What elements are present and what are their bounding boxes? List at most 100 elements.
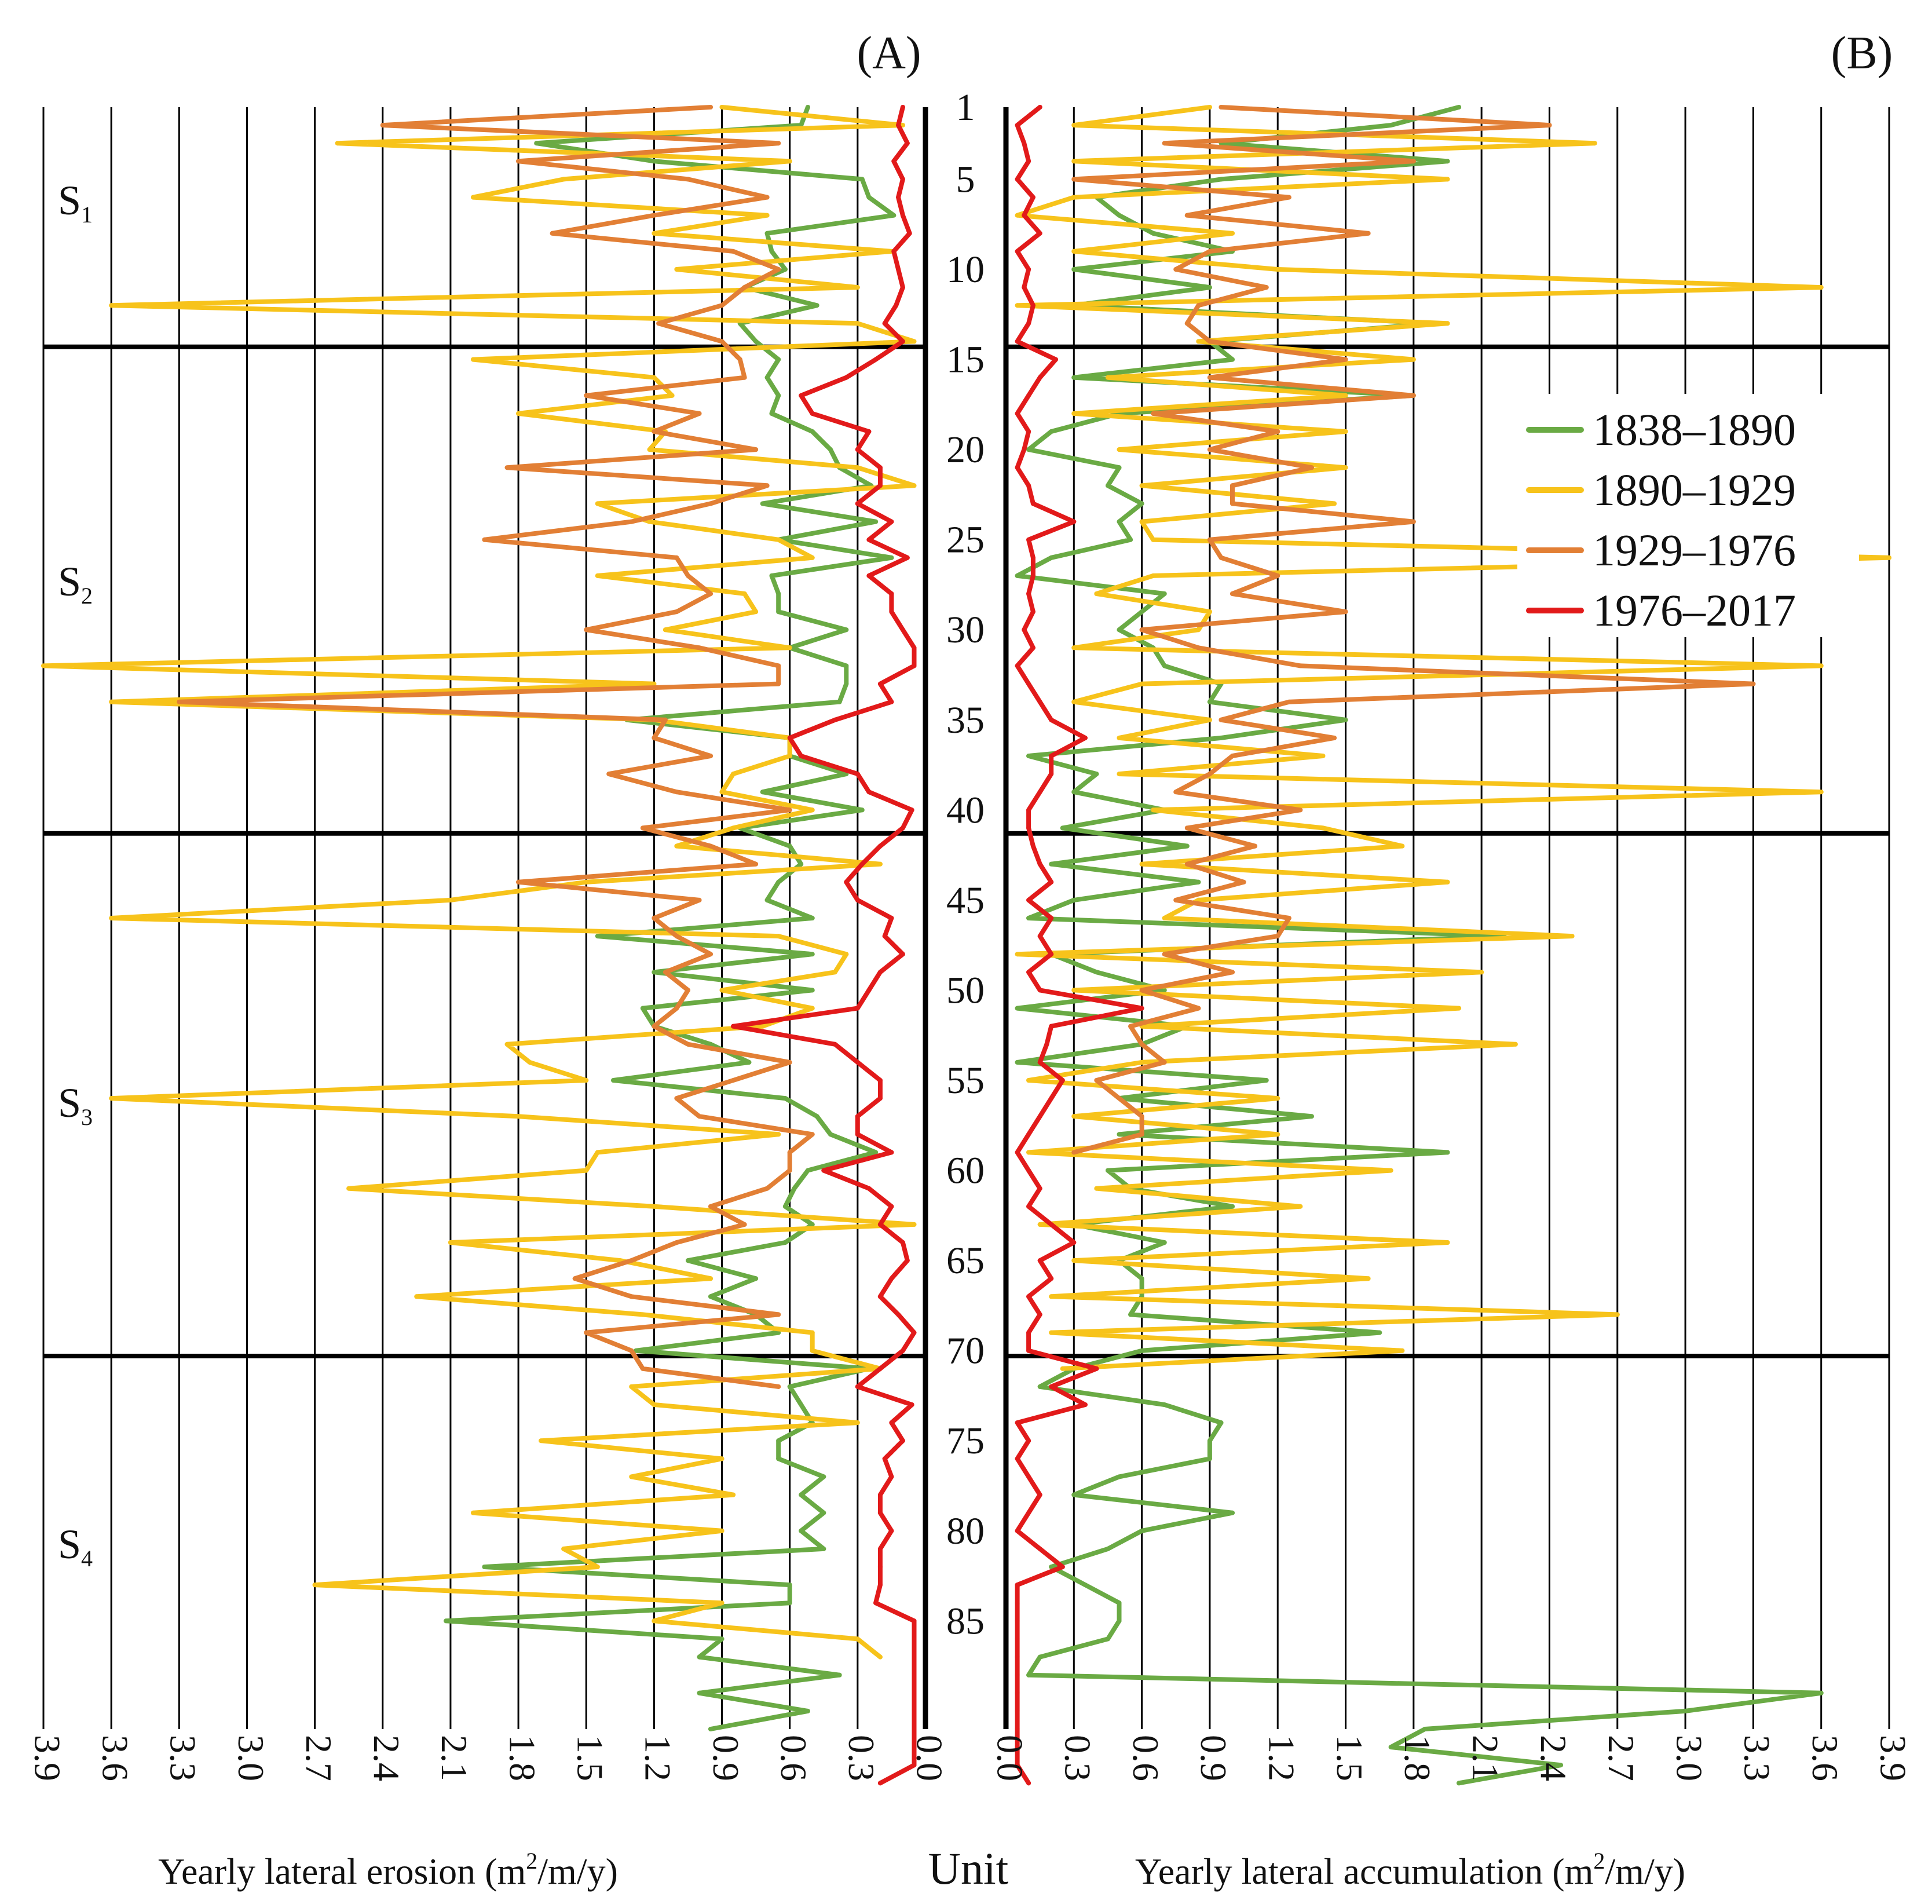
panel-a-data-point-1838-1890 [866,195,872,200]
panel-b-data-point-1976-2017 [1082,735,1088,740]
panel-b-data-point-1929-1976 [1162,1059,1167,1065]
panel-a-data-point-1890-1929 [787,159,792,164]
panel-b-data-point-1890-1929 [1071,645,1077,650]
panel-a-data-point-1890-1929 [109,1096,114,1101]
panel-a-data-point-1929-1976 [674,609,679,615]
panel-b-data-point-1890-1929 [1207,717,1212,722]
panel-a-data-point-1890-1929 [877,861,883,867]
panel-b-data-point-1929-1976 [1219,105,1224,109]
panel-b-data-point-1838-1890 [1343,717,1348,722]
panel-b-data-point-1838-1890 [1117,1618,1122,1624]
panel-b-data-point-1890-1929 [1049,1330,1054,1335]
panel-a-data-point-1929-1976 [742,1222,747,1227]
panel-a-data-point-1929-1976 [787,807,792,813]
panel-a-data-point-1890-1929 [539,1438,544,1443]
panel-a-data-point-1976-2017 [877,1583,883,1588]
panel-a-data-point-1838-1890 [821,1474,826,1479]
panel-b-data-point-1890-1929 [1037,1222,1042,1227]
panel-a-data-point-1890-1929 [652,1402,657,1407]
panel-b-data-point-1929-1976 [1286,699,1291,704]
panel-a-data-point-1890-1929 [912,483,917,488]
panel-b-data-point-1890-1929 [1196,627,1201,633]
panel-b-data-point-1838-1890 [1071,1492,1077,1497]
panel-a-data-point-1929-1976 [584,393,589,398]
panel-a-data-point-1838-1890 [534,141,539,146]
panel-a-data-point-1890-1929 [647,519,652,524]
legend-background [1517,394,1859,637]
panel-b-data-point-1890-1929 [1479,970,1484,975]
panel-b-data-point-1838-1890 [1117,1600,1122,1606]
panel-a-data-point-1976-2017 [905,1258,910,1263]
panel-a-data-point-1929-1976 [380,123,385,128]
panel-a-data-point-1929-1976 [652,429,657,434]
panel-a-data-point-1929-1976 [787,1168,792,1173]
panel-a-data-point-1890-1929 [719,1456,724,1461]
panel-a-data-point-1890-1929 [731,772,736,777]
panel-a-data-point-1929-1976 [731,1078,736,1083]
panel-b-data-point-1976-2017 [1060,1565,1065,1569]
panel-b-data-point-1838-1890 [1071,897,1077,902]
panel-a-x-tick-labels: 0.0 0.3 0.6 0.9 1.2 1.5 1.8 2.1 2.4 2.7 3.0 3.3 3.6 3… [27,1735,950,1781]
panel-a-data-point-1838-1890 [814,303,819,308]
panel-a-data-point-1890-1929 [527,1059,532,1065]
panel-b-data-point-1929-1976 [1173,790,1179,795]
panel-a-data-point-1838-1890 [764,897,770,902]
panel-b-data-point-1929-1976 [1751,681,1756,686]
panel-b-data-point-1976-2017 [1049,1096,1054,1101]
panel-a-data-point-1929-1976 [708,754,713,758]
panel-b-data-point-1838-1890 [1026,754,1031,758]
panel-a-data-point-1976-2017 [877,843,883,849]
panel-a-data-point-1976-2017 [896,123,901,128]
panel-a-data-point-1890-1929 [312,1583,317,1588]
panel-a-data-point-1838-1890 [859,177,865,182]
panel-b-data-point-1976-2017 [1015,1727,1020,1731]
panel-a-data-point-1838-1890 [776,591,781,596]
panel-b-data-point-1838-1890 [1207,699,1212,704]
panel-b-data-point-1838-1890 [1445,159,1450,164]
panel-b-data-point-1929-1976 [1207,375,1212,380]
panel-a-data-point-1838-1890 [776,357,781,362]
panel-b-x-tick-label: 0.6 [1125,1735,1166,1781]
panel-b-data-point-1890-1929 [1117,772,1122,777]
panel-a-data-point-1929-1976 [776,267,781,272]
panel-b-data-point-1976-2017 [1026,1330,1031,1335]
panel-b-data-point-1838-1890 [1094,970,1099,975]
panel-a-data-point-1929-1976 [504,465,510,470]
unit-tick-label: 10 [946,248,985,291]
panel-b-data-point-1838-1890 [1026,916,1031,920]
panel-b-data-point-1976-2017 [1049,1384,1054,1389]
panel-b-series [1015,105,1891,1786]
panel-b-data-point-1976-2017 [1026,1438,1031,1443]
panel-b-data-point-1976-2017 [1037,934,1042,939]
panel-a-data-point-1929-1976 [719,303,724,308]
panel-a-data-point-1976-2017 [873,357,879,362]
panel-b-data-point-1976-2017 [1049,952,1054,957]
legend: 1838–1890 1890–1929 1929–1976 1976–2017 [1517,394,1859,637]
panel-b-data-point-1976-2017 [1037,231,1042,236]
panel-b-data-point-1890-1929 [1094,1186,1099,1191]
panel-a-data-point-1976-2017 [882,321,887,326]
panel-b-data-point-1976-2017 [1015,1618,1020,1624]
panel-b-data-point-1976-2017 [1026,1510,1031,1515]
panel-b-data-point-1890-1929 [1015,952,1020,957]
panel-b-data-point-1890-1929 [1071,988,1077,993]
panel-b-data-point-1976-2017 [1026,1348,1031,1353]
panel-b-data-point-1976-2017 [1037,105,1042,109]
panel-b-data-point-1929-1976 [1173,897,1179,902]
panel-a-data-point-1929-1976 [177,699,182,704]
panel-b-data-point-1929-1976 [1207,248,1212,254]
panel-a-data-point-1838-1890 [837,699,842,704]
panel-a-data-point-1838-1890 [787,843,792,849]
panel-a-data-point-1929-1976 [731,248,736,254]
panel-a-x-tick-label: 0.6 [773,1735,814,1781]
panel-a-data-point-1890-1929 [719,105,724,109]
panel-b-data-point-1976-2017 [1026,321,1031,326]
panel-b-data-point-1976-2017 [1015,1420,1020,1426]
panel-b-x-tick-label: 0.3 [1058,1735,1099,1781]
panel-b-data-point-1976-2017 [1026,681,1031,686]
panel-a-x-tick-label: 3.3 [163,1735,204,1781]
panel-a-data-point-1976-2017 [900,285,905,290]
panel-b-data-point-1890-1929 [1071,123,1077,128]
panel-b-data-point-1838-1890 [1184,843,1190,849]
panel-a-data-point-1929-1976 [787,1150,792,1155]
